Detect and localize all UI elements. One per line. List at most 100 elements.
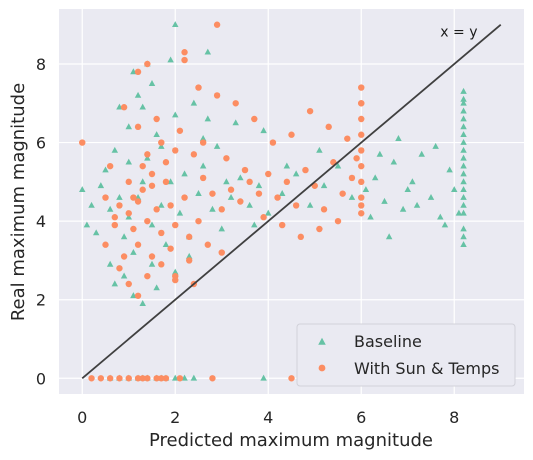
point-baseline — [451, 186, 458, 193]
point-with-sun-temps — [153, 375, 160, 382]
point-with-sun-temps — [139, 162, 146, 170]
point-baseline — [158, 142, 165, 149]
x-tick-label: 8 — [449, 408, 459, 427]
point-baseline — [260, 374, 267, 381]
point-with-sun-temps — [162, 159, 170, 166]
point-with-sun-temps — [237, 198, 244, 205]
point-with-sun-temps — [269, 139, 277, 146]
point-with-sun-temps — [223, 155, 230, 162]
point-with-sun-temps — [209, 375, 216, 382]
point-baseline — [460, 146, 467, 153]
point-baseline — [227, 193, 235, 200]
point-baseline — [460, 209, 467, 216]
point-baseline — [376, 150, 384, 157]
point-baseline — [460, 233, 467, 240]
point-baseline — [437, 213, 444, 220]
point-baseline — [460, 131, 467, 138]
point-with-sun-temps — [148, 253, 156, 260]
point-with-sun-temps — [302, 166, 309, 174]
point-baseline — [190, 99, 198, 106]
point-with-sun-temps — [88, 375, 95, 382]
point-with-sun-temps — [265, 170, 272, 178]
point-with-sun-temps — [153, 115, 160, 123]
legend-marker-baseline — [318, 337, 326, 345]
point-baseline — [246, 201, 253, 208]
point-baseline — [125, 123, 132, 130]
point-with-sun-temps — [134, 292, 142, 299]
point-with-sun-temps — [172, 221, 179, 229]
point-with-sun-temps — [106, 375, 114, 382]
point-baseline — [404, 186, 411, 193]
point-baseline — [199, 162, 207, 169]
point-with-sun-temps — [172, 272, 179, 280]
point-baseline — [460, 138, 467, 145]
point-with-sun-temps — [134, 198, 142, 205]
point-with-sun-temps — [348, 174, 356, 182]
legend-box — [296, 323, 516, 387]
point-baseline — [176, 209, 184, 216]
point-with-sun-temps — [102, 194, 109, 201]
x-axis-ticks: 0 2 4 6 8 — [77, 408, 459, 427]
point-baseline — [218, 225, 225, 232]
point-baseline — [209, 205, 216, 212]
point-baseline — [283, 162, 291, 169]
point-with-sun-temps — [176, 127, 184, 134]
point-with-sun-temps — [97, 375, 105, 382]
point-with-sun-temps — [158, 375, 165, 382]
reference-line-label: x = y — [440, 25, 477, 41]
point-with-sun-temps — [181, 194, 188, 201]
point-with-sun-temps — [162, 375, 170, 382]
point-baseline — [125, 158, 132, 165]
point-with-sun-temps — [297, 233, 304, 241]
point-with-sun-temps — [251, 115, 258, 123]
point-baseline — [158, 201, 165, 208]
point-with-sun-temps — [358, 147, 365, 154]
point-baseline — [460, 162, 467, 169]
point-baseline — [265, 209, 272, 216]
point-with-sun-temps — [358, 210, 365, 217]
legend-label-baseline: Baseline — [354, 332, 422, 351]
series-with-sun-temps — [79, 21, 365, 382]
point-baseline — [88, 201, 95, 208]
point-baseline — [125, 213, 132, 220]
y-tick-label: 6 — [36, 134, 46, 153]
point-with-sun-temps — [120, 253, 128, 260]
point-with-sun-temps — [358, 100, 365, 107]
point-with-sun-temps — [306, 107, 314, 115]
legend-label-with-sun-temps: With Sun & Temps — [354, 359, 499, 378]
point-baseline — [92, 229, 100, 236]
point-with-sun-temps — [176, 375, 184, 382]
point-baseline — [144, 154, 151, 161]
point-baseline — [260, 127, 267, 134]
point-with-sun-temps — [167, 202, 174, 209]
point-with-sun-temps — [199, 174, 207, 182]
y-tick-label: 0 — [36, 369, 46, 388]
point-baseline — [367, 213, 374, 220]
point-with-sun-temps — [358, 178, 365, 186]
point-baseline — [278, 190, 286, 196]
point-baseline — [395, 135, 402, 141]
point-baseline — [371, 174, 379, 181]
point-with-sun-temps — [218, 249, 225, 256]
point-baseline — [130, 248, 137, 255]
point-baseline — [83, 221, 91, 228]
point-with-sun-temps — [134, 68, 142, 76]
point-baseline — [334, 162, 342, 169]
reference-line-x-equals-y — [81, 24, 502, 379]
point-baseline — [237, 174, 244, 181]
point-with-sun-temps — [195, 84, 202, 91]
point-with-sun-temps — [158, 229, 165, 237]
point-baseline — [172, 268, 179, 275]
point-baseline — [446, 166, 453, 173]
point-baseline — [455, 209, 463, 216]
point-with-sun-temps — [144, 217, 151, 225]
point-with-sun-temps — [288, 375, 295, 382]
point-baseline — [97, 182, 105, 189]
point-baseline — [460, 201, 467, 208]
point-baseline — [460, 107, 467, 114]
point-baseline — [195, 190, 202, 196]
point-baseline — [385, 233, 393, 240]
point-baseline — [460, 115, 467, 122]
point-baseline — [172, 21, 179, 28]
point-baseline — [381, 197, 388, 204]
